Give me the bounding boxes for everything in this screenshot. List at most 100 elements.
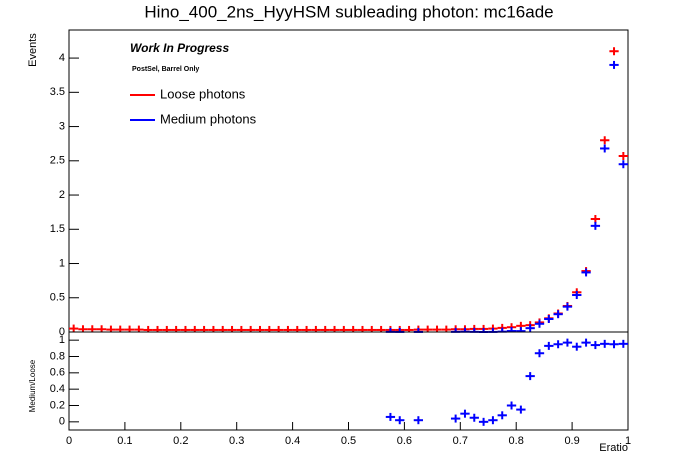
data-point xyxy=(609,47,619,56)
y-tick-label: 0.6 xyxy=(50,367,65,379)
data-point xyxy=(301,325,312,332)
legend-label: Medium photons xyxy=(160,111,257,126)
data-point xyxy=(208,325,219,332)
data-point xyxy=(581,338,591,347)
data-point xyxy=(376,325,386,332)
annotation: PostSel, Barrel Only xyxy=(132,66,199,73)
data-point xyxy=(590,221,601,230)
data-point xyxy=(441,325,451,332)
data-point xyxy=(609,340,619,349)
x-axis-label: Eratio xyxy=(599,442,628,454)
data-point xyxy=(516,327,526,333)
data-point xyxy=(162,325,172,332)
y-tick-label: 1.5 xyxy=(50,223,65,235)
data-point xyxy=(106,325,116,332)
x-tick-label: 1 xyxy=(625,435,631,447)
x-tick-label: 0.2 xyxy=(173,435,188,447)
plot-frame xyxy=(68,29,629,333)
y-tick-label: 2 xyxy=(59,189,65,201)
data-point xyxy=(562,338,573,347)
y-tick-label: 0 xyxy=(59,326,65,338)
data-point xyxy=(264,325,274,332)
y-tick-label: 0 xyxy=(59,416,65,428)
data-point xyxy=(497,411,507,420)
data-point xyxy=(320,325,330,332)
x-tick-label: 0.3 xyxy=(229,435,244,447)
data-point xyxy=(609,60,619,69)
data-point xyxy=(590,215,601,224)
data-point xyxy=(488,416,498,425)
data-point xyxy=(227,325,237,332)
data-point xyxy=(171,325,181,332)
data-point xyxy=(143,325,153,332)
data-point xyxy=(590,341,601,350)
data-point xyxy=(236,325,247,332)
data-point xyxy=(544,314,554,323)
y-tick-label: 0.5 xyxy=(50,292,65,304)
data-point xyxy=(516,405,526,414)
data-point xyxy=(273,325,284,332)
annotation: Work In Progress xyxy=(130,41,229,55)
data-point xyxy=(618,152,628,161)
data-point xyxy=(525,372,535,381)
y-tick-label: 0.2 xyxy=(50,399,65,411)
x-tick-label: 0.9 xyxy=(564,435,579,447)
data-point xyxy=(329,325,340,332)
x-tick-label: 0.5 xyxy=(341,435,356,447)
data-point xyxy=(255,325,265,332)
y-tick-label: 1 xyxy=(59,334,65,346)
y-tick-label: 0.4 xyxy=(50,383,65,395)
data-point xyxy=(190,325,200,332)
y-tick-label: 4 xyxy=(59,52,65,64)
data-point xyxy=(450,414,461,423)
data-point xyxy=(572,342,582,351)
data-point xyxy=(115,325,125,332)
data-point xyxy=(124,325,135,332)
data-point xyxy=(367,325,377,332)
data-point xyxy=(432,325,442,332)
data-point xyxy=(600,136,610,145)
data-point xyxy=(134,325,144,332)
y-axis-label: Medium/Loose xyxy=(28,359,37,412)
data-point xyxy=(69,324,79,332)
x-tick-label: 0.1 xyxy=(117,435,132,447)
data-point xyxy=(460,409,470,418)
data-point xyxy=(544,341,554,350)
data-point xyxy=(413,416,424,425)
y-tick-label: 2.5 xyxy=(50,155,65,167)
data-point xyxy=(292,325,302,332)
data-point xyxy=(506,401,517,410)
data-point xyxy=(385,412,396,421)
data-point xyxy=(469,413,479,422)
data-point xyxy=(152,325,163,332)
data-point xyxy=(78,325,88,332)
y-tick-label: 1 xyxy=(59,257,65,269)
data-point xyxy=(199,325,209,332)
data-point xyxy=(87,325,97,332)
data-point xyxy=(339,325,349,332)
data-point xyxy=(581,268,591,277)
legend-label: Loose photons xyxy=(160,86,246,101)
chart-title: Hino_400_2ns_HyyHSM subleading photon: m… xyxy=(144,2,553,21)
data-point xyxy=(96,325,107,332)
data-point xyxy=(618,160,628,169)
data-point xyxy=(348,325,358,332)
data-point xyxy=(478,417,489,426)
data-point xyxy=(600,339,610,348)
data-point xyxy=(553,340,563,349)
x-tick-label: 0 xyxy=(66,435,72,447)
data-point xyxy=(404,325,414,332)
x-tick-label: 0.4 xyxy=(285,435,300,447)
data-point xyxy=(534,349,545,358)
y-tick-label: 3 xyxy=(59,120,65,132)
data-point xyxy=(395,416,405,425)
data-point xyxy=(423,325,433,332)
data-point xyxy=(180,325,191,332)
y-tick-label: 0.8 xyxy=(50,350,65,362)
data-point xyxy=(572,291,582,300)
data-point xyxy=(534,319,545,328)
data-point xyxy=(246,325,256,332)
x-tick-label: 0.8 xyxy=(509,435,524,447)
y-tick-label: 3.5 xyxy=(50,86,65,98)
